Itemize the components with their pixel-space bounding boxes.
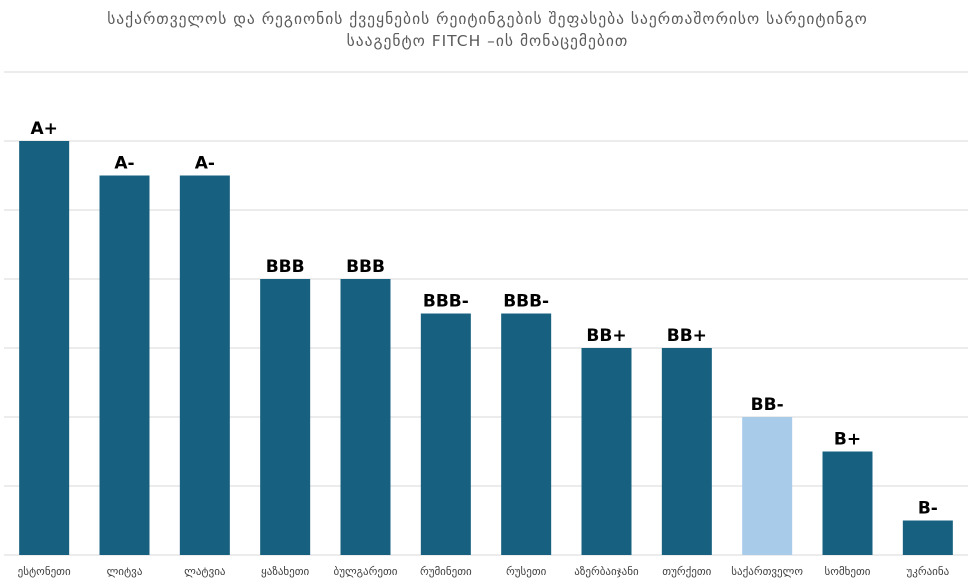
bar <box>99 175 150 555</box>
bar <box>581 348 632 555</box>
bar <box>179 175 230 555</box>
chart-title-line-1: საქართველოს და რეგიონის ქვეყნების რეიტინ… <box>107 10 868 28</box>
bar <box>340 279 391 555</box>
chart-title-line-2: სააგენტო FITCH –ის მონაცემებით <box>346 32 629 50</box>
category-label: ლიტვა <box>107 565 143 578</box>
category-label: თურქეთი <box>662 565 711 578</box>
bar <box>661 348 712 555</box>
category-label: საქართველო <box>731 565 803 578</box>
category-label: რუმინეთი <box>420 565 472 578</box>
chart-title: საქართველოს და რეგიონის ქვეყნების რეიტინ… <box>0 8 975 52</box>
category-label: ესტონეთი <box>18 565 71 578</box>
data-label: BBB <box>266 257 305 277</box>
data-label: BB- <box>751 395 784 415</box>
data-label: BB+ <box>586 326 626 346</box>
data-label: B- <box>918 499 938 519</box>
category-label: ლატვია <box>184 565 226 578</box>
data-label: A- <box>195 154 215 174</box>
bar <box>822 451 873 555</box>
bar <box>19 141 70 555</box>
data-label: B+ <box>834 430 861 450</box>
category-label: ყაზახეთი <box>261 565 310 578</box>
category-label: რუსეთი <box>506 565 547 578</box>
category-label: ბულგარეთი <box>334 565 398 578</box>
bar <box>420 313 471 555</box>
data-label: A- <box>114 154 134 174</box>
bar-highlight <box>742 417 793 555</box>
category-label: უკრაინა <box>906 565 949 578</box>
category-label: სომხეთი <box>825 565 871 578</box>
bar <box>260 279 311 555</box>
bar <box>501 313 552 555</box>
data-label: BBB- <box>423 292 469 312</box>
data-label: BBB- <box>503 292 549 312</box>
data-label: A+ <box>30 119 57 139</box>
bar <box>902 520 953 555</box>
data-label: BBB <box>346 257 385 277</box>
category-label: აზერბაიჯანი <box>574 565 639 578</box>
data-label: BB+ <box>667 326 707 346</box>
